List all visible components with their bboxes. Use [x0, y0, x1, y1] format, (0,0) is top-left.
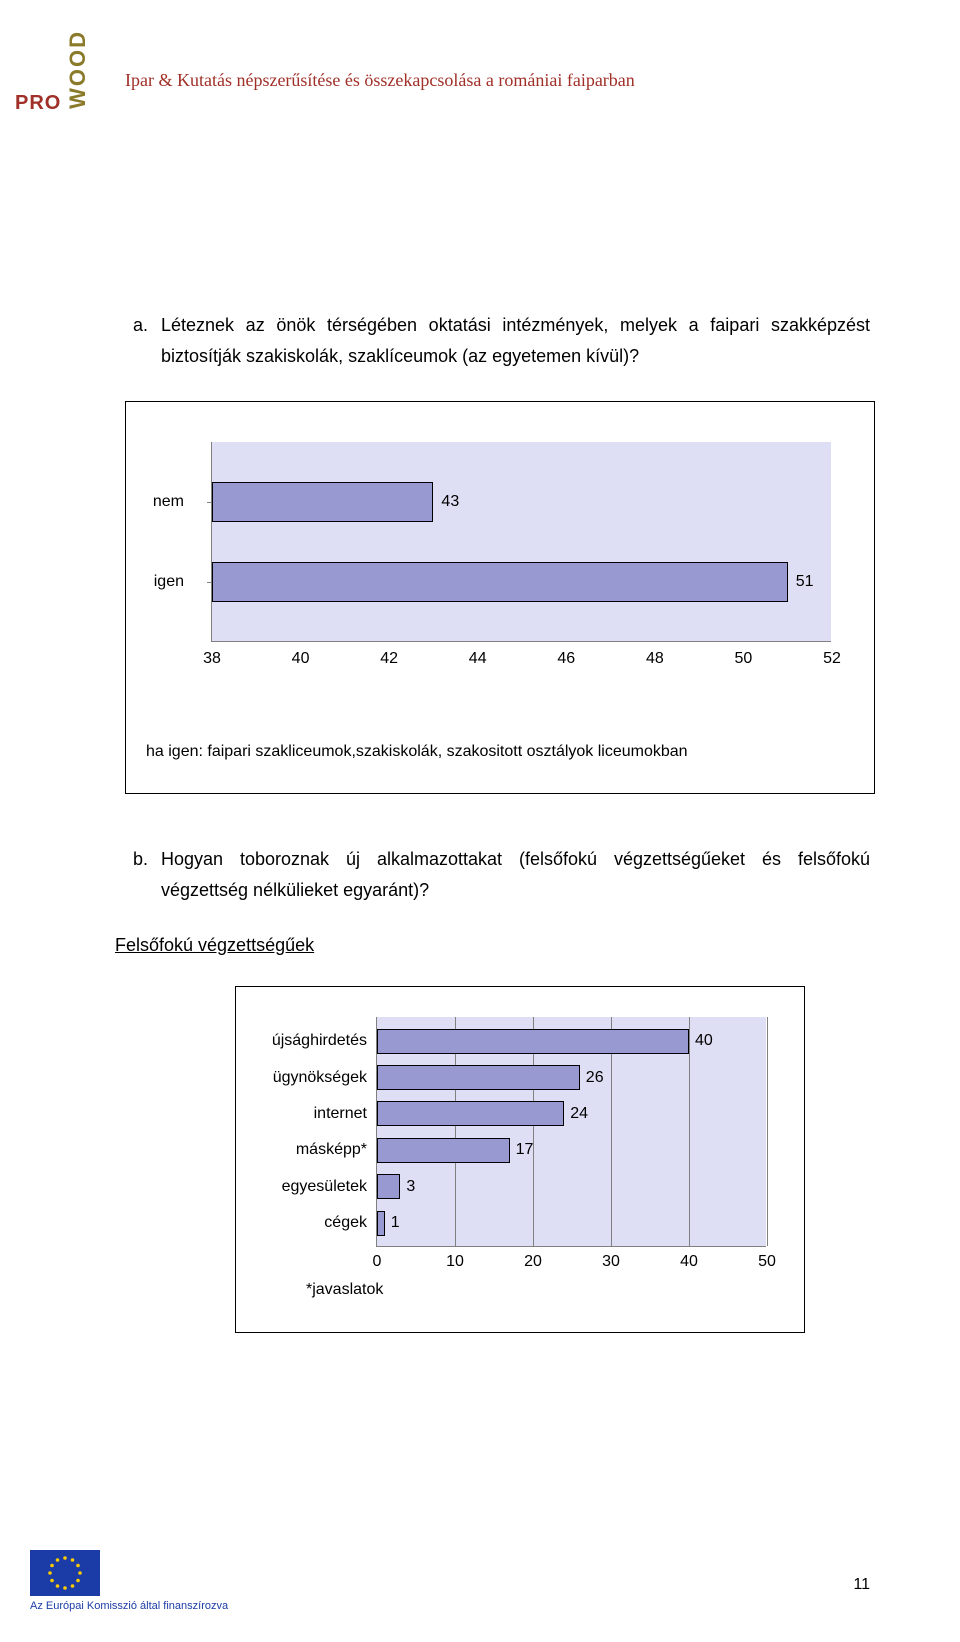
question-b: b. Hogyan toboroznak új alkalmazottakat … — [115, 844, 870, 905]
chart-recruitment: 01020304050újsághirdetés40ügynökségek26i… — [235, 986, 805, 1333]
chart2-bar — [377, 1101, 564, 1126]
chart1-x-tick-label: 42 — [380, 650, 398, 668]
chart1-category-label: nem — [153, 493, 184, 511]
chart2-x-tick-label: 0 — [373, 1253, 382, 1271]
chart1-bar — [212, 482, 433, 522]
chart1-x-tick-label: 46 — [557, 650, 575, 668]
chart-institutions: nem43igen513840424446485052 ha igen: fai… — [125, 401, 875, 794]
chart2-bar-value: 40 — [695, 1032, 713, 1050]
chart1-bar-value: 51 — [796, 573, 814, 591]
chart2-x-tick-label: 10 — [446, 1253, 464, 1271]
chart2-x-tick-label: 20 — [524, 1253, 542, 1271]
header-title: Ipar & Kutatás népszerűsítése és összeka… — [125, 70, 635, 91]
chart2-bar-value: 3 — [406, 1178, 415, 1196]
logo-pro-text: PRO — [15, 92, 61, 115]
chart2-bar-value: 1 — [391, 1214, 400, 1232]
chart1-bar — [212, 562, 788, 602]
chart2-x-tick-label: 30 — [602, 1253, 620, 1271]
chart2-x-tick-label: 50 — [758, 1253, 776, 1271]
question-a: a. Léteznek az önök térségében oktatási … — [115, 310, 870, 371]
bullet-a: a. — [133, 310, 148, 341]
chart1-row: igen51 — [212, 562, 814, 602]
chart2-bar-value: 26 — [586, 1069, 604, 1087]
chart1-x-tick-label: 52 — [823, 650, 841, 668]
chart2-bar — [377, 1138, 510, 1163]
chart2-bar — [377, 1029, 689, 1054]
header: PRO WOOD Ipar & Kutatás népszerűsítése é… — [115, 30, 870, 160]
logo-wood-text: WOOD — [65, 30, 91, 109]
chart1-x-tick-label: 40 — [292, 650, 310, 668]
chart1-x-tick-label: 38 — [203, 650, 221, 668]
chart2-row: újsághirdetés40 — [377, 1029, 713, 1054]
question-b-text: Hogyan toboroznak új alkalmazottakat (fe… — [161, 849, 870, 900]
chart1-x-tick-label: 50 — [735, 650, 753, 668]
chart2-row: ügynökségek26 — [377, 1065, 604, 1090]
chart2-bar — [377, 1065, 580, 1090]
chart2-row: internet24 — [377, 1101, 588, 1126]
chart2-x-tick-label: 40 — [680, 1253, 698, 1271]
chart1-category-label: igen — [154, 573, 184, 591]
chart2-plot: 01020304050újsághirdetés40ügynökségek26i… — [376, 1017, 766, 1247]
chart2-bar — [377, 1174, 400, 1199]
chart2-category-label: cégek — [324, 1214, 367, 1232]
page: PRO WOOD Ipar & Kutatás népszerűsítése é… — [0, 0, 960, 1642]
footer-text: Az Európai Komisszió által finanszírozva — [30, 1600, 870, 1612]
chart1-x-tick-label: 44 — [469, 650, 487, 668]
chart2-category-label: másképp* — [296, 1141, 367, 1159]
chart2-category-label: ügynökségek — [273, 1069, 367, 1087]
chart1-bar-value: 43 — [441, 493, 459, 511]
chart2-category-label: internet — [314, 1105, 367, 1123]
bullet-b: b. — [133, 844, 148, 875]
footer: Az Európai Komisszió által finanszírozva… — [30, 1550, 870, 1612]
chart2-bar-value: 17 — [516, 1141, 534, 1159]
chart2-row: másképp*17 — [377, 1138, 533, 1163]
eu-flag-icon — [30, 1550, 100, 1596]
chart2-gridline — [767, 1017, 768, 1246]
chart1-x-tick-label: 48 — [646, 650, 664, 668]
page-number: 11 — [853, 1576, 870, 1594]
chart2-row: egyesületek3 — [377, 1174, 415, 1199]
chart2-bar-value: 24 — [570, 1105, 588, 1123]
chart2-footnote: *javaslatok — [306, 1281, 383, 1299]
chart1-plot: nem43igen513840424446485052 — [211, 442, 831, 642]
chart2-category-label: egyesületek — [282, 1178, 367, 1196]
chart1-plot-area: nem43igen513840424446485052 — [146, 442, 854, 682]
question-a-text: Léteznek az önök térségében oktatási int… — [161, 315, 870, 366]
subheading: Felsőfokú végzettségűek — [115, 935, 870, 956]
chart2-category-label: újsághirdetés — [272, 1032, 367, 1050]
chart2-bar — [377, 1211, 385, 1236]
chart2-plot-area: 01020304050újsághirdetés40ügynökségek26i… — [256, 1017, 784, 1307]
prowood-logo: PRO WOOD — [15, 30, 105, 160]
chart1-row: nem43 — [212, 482, 459, 522]
chart1-note: ha igen: faipari szakliceumok,szakiskolá… — [146, 742, 854, 763]
chart2-row: cégek1 — [377, 1211, 400, 1236]
